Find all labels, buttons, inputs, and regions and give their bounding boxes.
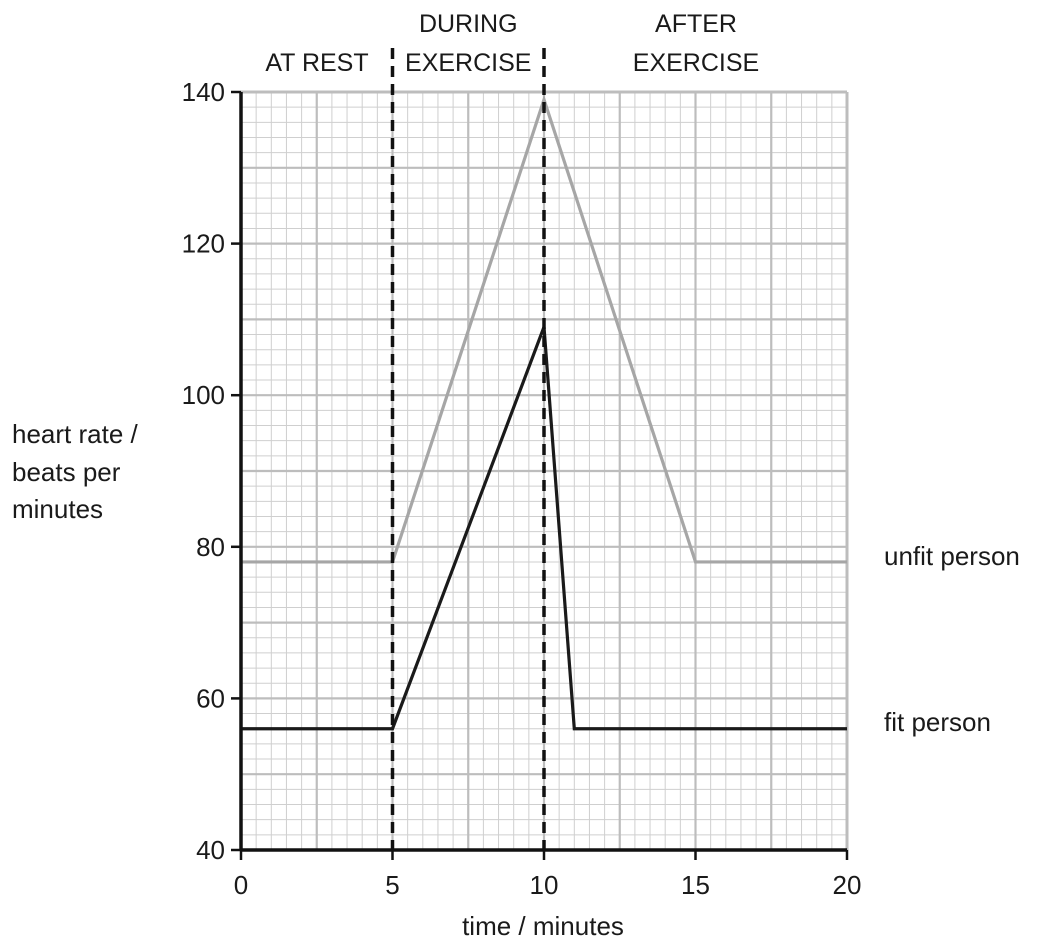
- y-axis-label-line-2: beats per: [12, 457, 121, 487]
- phase-label: AFTER: [655, 10, 737, 38]
- phase-label: EXERCISE: [405, 49, 531, 77]
- series-label-fit: fit person: [884, 707, 991, 737]
- x-tick-label: 0: [234, 870, 248, 900]
- y-axis-label-line-3: minutes: [12, 494, 103, 524]
- y-tick-label: 60: [196, 683, 225, 713]
- x-tick-label: 15: [681, 870, 710, 900]
- phase-label: EXERCISE: [633, 49, 759, 77]
- y-axis-label: heart rate / beats per minutes: [12, 419, 145, 524]
- x-tick-label: 10: [530, 870, 559, 900]
- y-tick-label: 100: [182, 380, 225, 410]
- series-line-unfit-person: [241, 94, 847, 564]
- phase-label: DURING: [419, 10, 518, 38]
- x-tick-label: 20: [833, 870, 862, 900]
- x-tick-label: 5: [385, 870, 399, 900]
- y-tick-label: 80: [196, 532, 225, 562]
- y-tick-label: 40: [196, 835, 225, 865]
- y-tick-label: 120: [182, 229, 225, 259]
- phase-label: AT REST: [265, 49, 368, 77]
- y-tick-label: 140: [182, 77, 225, 107]
- tick-labels: 40 60 80 100 120 140 0 5 10 15 20: [182, 77, 862, 900]
- y-axis-label-line-1: heart rate /: [12, 419, 139, 449]
- phase-labels: AT REST DURING EXERCISE AFTER EXERCISE: [265, 10, 759, 77]
- x-axis-label: time / minutes: [462, 911, 624, 941]
- phase-boundaries: [390, 48, 546, 850]
- series-label-unfit: unfit person: [884, 541, 1020, 571]
